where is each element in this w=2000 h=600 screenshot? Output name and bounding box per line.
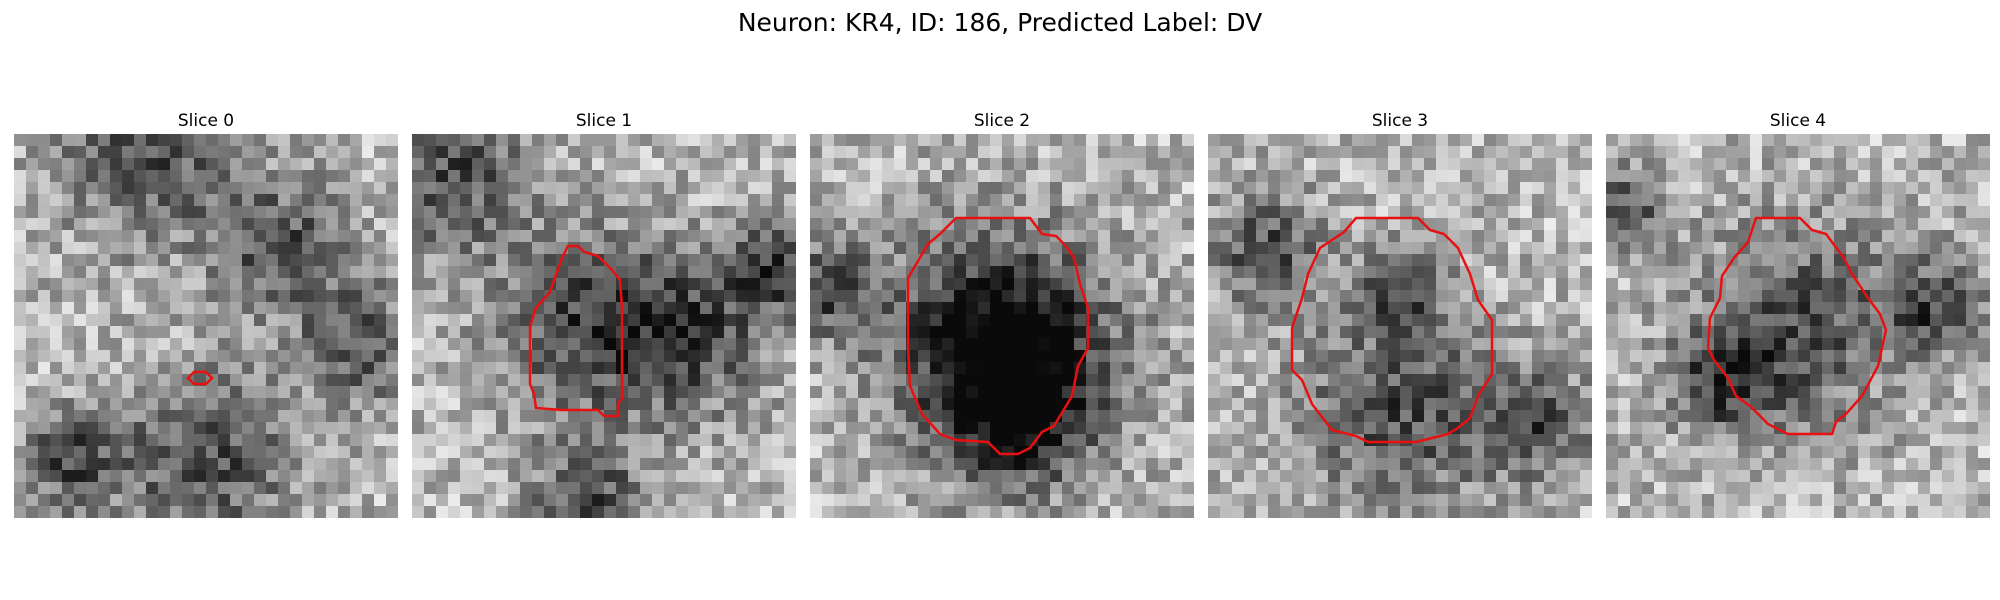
slice-image-1 bbox=[412, 134, 796, 518]
slice-title-1: Slice 1 bbox=[575, 111, 633, 131]
slice-panel-3: Slice 3 bbox=[1208, 108, 1592, 518]
roi-contour-1 bbox=[528, 244, 624, 418]
slice-title-2: Slice 2 bbox=[973, 111, 1031, 131]
slice-title-0: Slice 0 bbox=[177, 111, 235, 131]
slice-panel-4: Slice 4 bbox=[1606, 108, 1990, 518]
slice-panel-1: Slice 1 bbox=[412, 108, 796, 518]
roi-contour-2 bbox=[906, 216, 1090, 456]
slice-title-3: Slice 3 bbox=[1371, 111, 1429, 131]
roi-contour-3 bbox=[1290, 216, 1494, 444]
slice-image-4 bbox=[1606, 134, 1990, 518]
slice-title-4: Slice 4 bbox=[1769, 111, 1827, 131]
slice-panel-2: Slice 2 bbox=[810, 108, 1194, 518]
slice-panel-0: Slice 0 bbox=[14, 108, 398, 518]
slice-image-2 bbox=[810, 134, 1194, 518]
slice-image-3 bbox=[1208, 134, 1592, 518]
figure-title: Neuron: KR4, ID: 186, Predicted Label: D… bbox=[737, 8, 1263, 37]
slice-image-0 bbox=[14, 134, 398, 518]
roi-contour-0 bbox=[186, 370, 214, 386]
roi-contour-4 bbox=[1706, 216, 1888, 436]
